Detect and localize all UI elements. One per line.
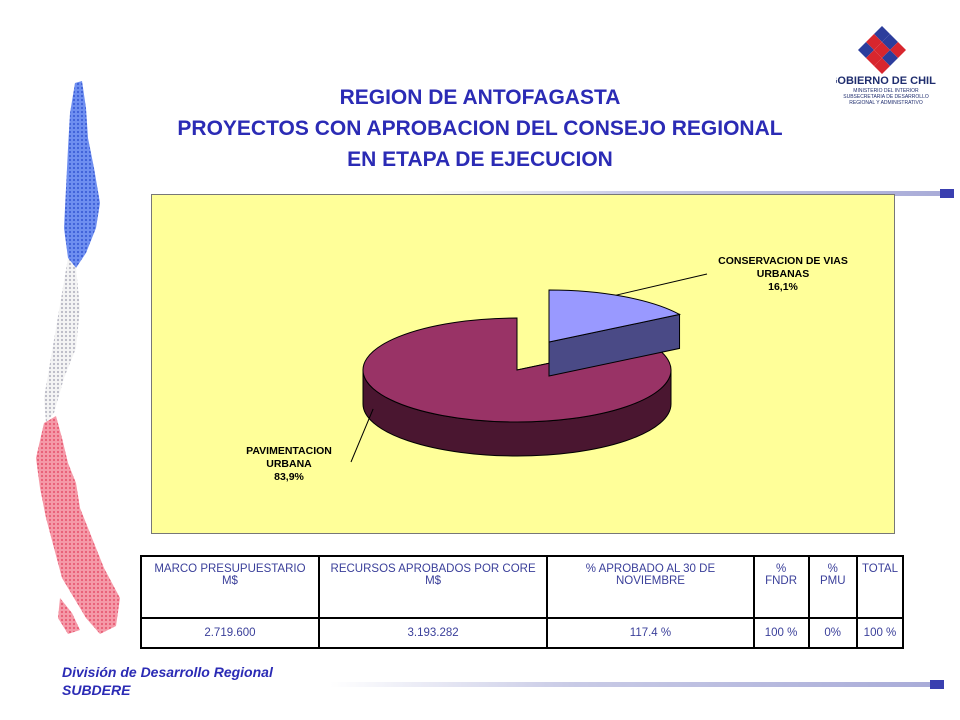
title-line-3: EN ETAPA DE EJECUCION <box>347 148 613 171</box>
bottom-divider <box>330 682 930 687</box>
top-divider <box>420 191 940 196</box>
cell-recursos: 3.193.282 <box>317 617 549 649</box>
cell-marco: 2.719.600 <box>140 617 320 649</box>
col-recursos-aprobados: RECURSOS APROBADOS POR CORE M$ <box>317 555 549 619</box>
col-porcentaje-aprobado: % APROBADO AL 30 DE NOVIEMBRE <box>546 555 755 619</box>
footer-division: División de Desarrollo Regional <box>62 664 273 680</box>
footer: División de Desarrollo Regional SUBDERE <box>62 663 273 699</box>
chile-map-icon <box>36 81 120 634</box>
cell-fndr: 100 % <box>752 617 810 649</box>
gobierno-de-chile-logo: GOBIERNO DE CHILE MINISTERIO DEL INTERIO… <box>836 26 936 106</box>
logo-sub-1: MINISTERIO DEL INTERIOR <box>853 88 919 94</box>
col-marco-presupuestario: MARCO PRESUPUESTARIO M$ <box>140 555 320 619</box>
slice-category-label-1: CONSERVACION DE VIAS <box>718 255 848 267</box>
summary-table: MARCO PRESUPUESTARIO M$ RECURSOS APROBAD… <box>140 555 905 649</box>
page-title: REGION DE ANTOFAGASTA PROYECTOS CON APRO… <box>120 82 840 175</box>
col-total: TOTAL <box>855 555 905 619</box>
cell-total: 100 % <box>855 617 905 649</box>
slice-category-label-1: URBANAS <box>757 268 810 280</box>
col-fndr: % FNDR <box>752 555 810 619</box>
pie-slice-2 <box>362 317 672 423</box>
logo-sub-3: REGIONAL Y ADMINISTRATIVO <box>849 100 923 106</box>
title-line-1: REGION DE ANTOFAGASTA <box>339 86 621 109</box>
logo-text: GOBIERNO DE CHILE <box>836 75 936 87</box>
leader-line-1 <box>615 273 708 296</box>
col-pmu: % PMU <box>807 555 858 619</box>
slice-value-label-1: 16,1% <box>768 281 798 293</box>
title-line-2: PROYECTOS CON APROBACION DEL CONSEJO REG… <box>177 117 783 140</box>
plot-area <box>151 194 895 534</box>
leader-line-2 <box>350 408 374 463</box>
star-grid-icon <box>858 26 906 74</box>
logo-sub-2: SUBSECRETARIA DE DESARROLLO <box>843 94 929 100</box>
footer-subdere: SUBDERE <box>62 682 131 698</box>
slice-value-label-2: 83,9% <box>274 471 304 483</box>
slice-category-label-2: URBANA <box>266 458 312 470</box>
pie-slice-1 <box>548 289 681 343</box>
table-header-row: MARCO PRESUPUESTARIO M$ RECURSOS APROBAD… <box>140 555 905 619</box>
slice-category-label-2: PAVIMENTACION <box>246 445 332 457</box>
cell-aprobado: 117.4 % <box>546 617 755 649</box>
top-divider-end <box>940 189 954 198</box>
bottom-divider-end <box>930 680 944 689</box>
cell-pmu: 0% <box>807 617 858 649</box>
table-row: 2.719.600 3.193.282 117.4 % 100 % 0% 100… <box>140 617 905 649</box>
